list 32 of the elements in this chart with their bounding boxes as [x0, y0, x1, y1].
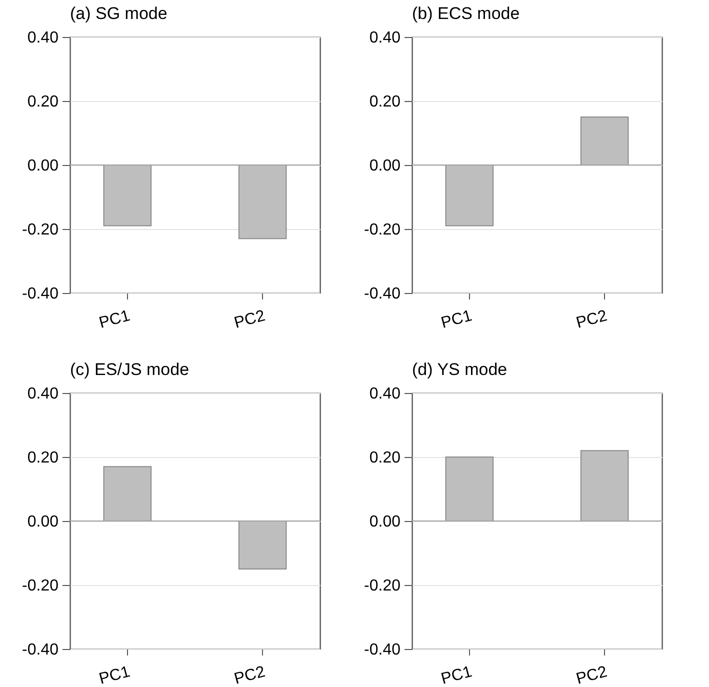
y-tick-label: 0.40 [27, 386, 59, 402]
y-tick-label: -0.20 [364, 578, 401, 594]
y-tick-label: 0.00 [369, 514, 401, 530]
y-tick-label: 0.40 [369, 30, 401, 46]
y-tick-label: 0.00 [369, 158, 401, 174]
x-tick-label: PC2 [232, 307, 268, 332]
x-tick-label: PC2 [574, 663, 610, 687]
chart-title: (d) YS mode [412, 360, 508, 379]
y-tick-label: 0.20 [369, 450, 401, 466]
y-tick-label: -0.20 [22, 222, 59, 238]
y-tick-label: 0.20 [27, 450, 59, 466]
y-tick-label: -0.20 [22, 578, 59, 594]
y-tick-label: 0.20 [369, 94, 401, 110]
y-tick-label: 0.00 [27, 158, 59, 174]
y-tick-label: -0.40 [364, 286, 401, 302]
chart-title: (a) SG mode [70, 4, 168, 23]
y-tick-label: 0.20 [27, 94, 59, 110]
y-tick-label: 0.40 [27, 30, 59, 46]
y-tick-label: 0.40 [369, 386, 401, 402]
y-tick-label: 0.00 [27, 514, 59, 530]
chart-title: (c) ES/JS mode [70, 360, 190, 379]
y-tick-label: -0.40 [22, 286, 59, 302]
chart-title: (b) ECS mode [412, 4, 520, 23]
x-tick-label: PC1 [97, 663, 132, 687]
x-tick-label: PC1 [439, 663, 474, 687]
x-tick-label: PC2 [232, 663, 268, 687]
x-tick-label: PC2 [574, 307, 610, 332]
y-tick-label: -0.40 [22, 642, 59, 658]
x-tick-label: PC1 [439, 307, 474, 332]
y-tick-label: -0.20 [364, 222, 401, 238]
y-tick-label: -0.40 [364, 642, 401, 658]
x-tick-label: PC1 [97, 307, 132, 332]
